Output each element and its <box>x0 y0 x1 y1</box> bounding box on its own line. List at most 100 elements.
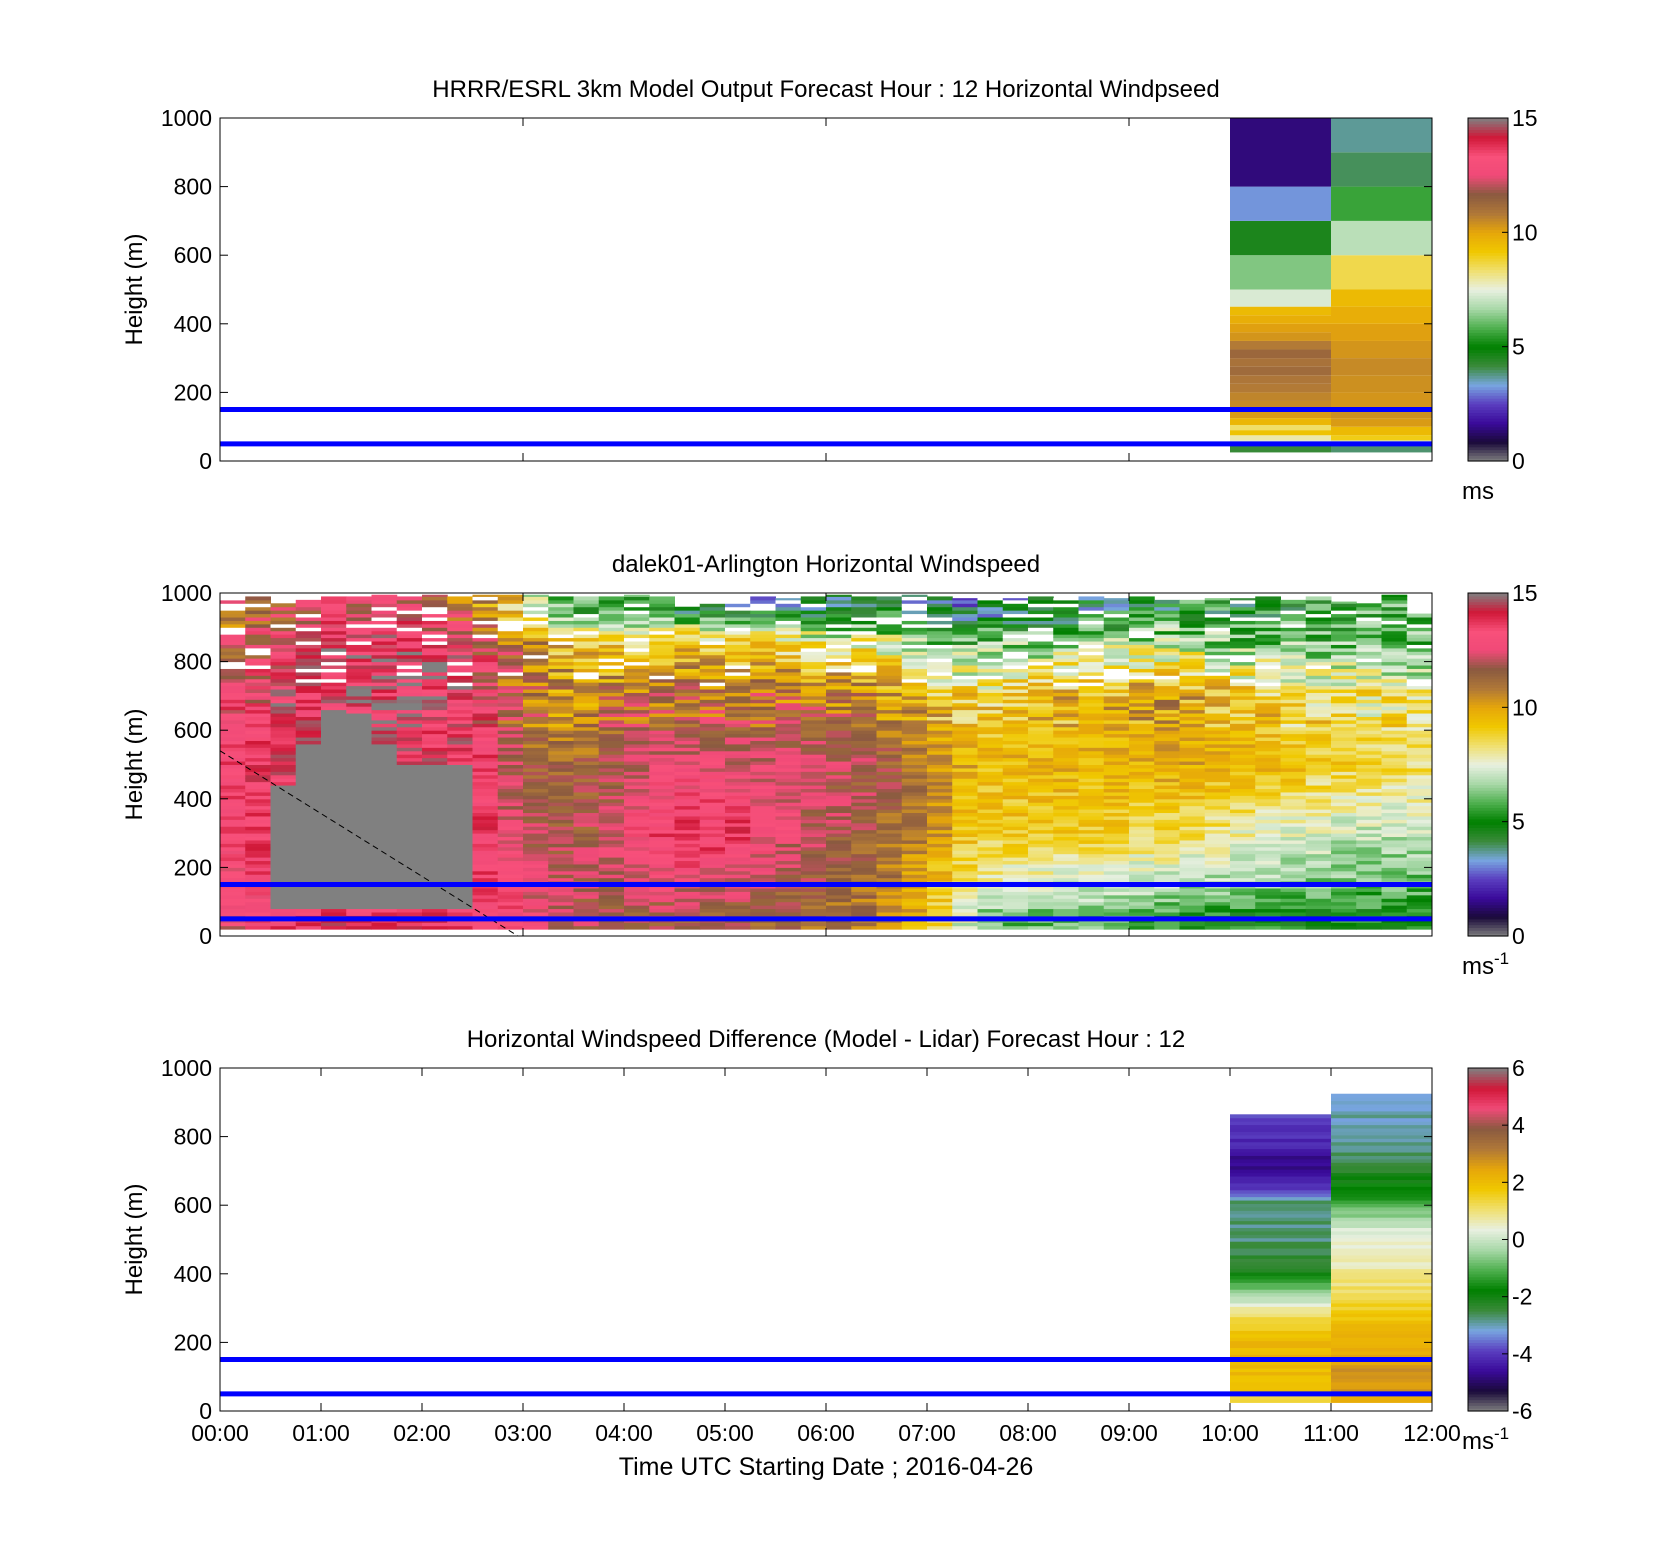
data-cell <box>295 767 322 772</box>
gap-cell <box>447 671 473 676</box>
colorbar-segment <box>1468 684 1508 688</box>
data-cell <box>1331 726 1357 731</box>
data-cell <box>270 843 297 848</box>
data-cell <box>1406 908 1432 913</box>
data-cell <box>1179 905 1206 910</box>
data-cell <box>1179 860 1206 865</box>
data-cell <box>1002 671 1029 676</box>
data-cell <box>371 719 398 724</box>
data-cell <box>1129 637 1155 642</box>
data-cell <box>1154 665 1180 669</box>
data-cell <box>750 898 776 903</box>
data-cell <box>826 798 852 803</box>
data-cell <box>901 819 928 824</box>
data-cell <box>497 654 524 659</box>
data-cell <box>321 599 347 604</box>
data-cell <box>952 761 978 765</box>
data-cell <box>472 668 499 673</box>
data-cell <box>1154 685 1180 690</box>
data-cell <box>321 809 347 814</box>
gap-cell <box>598 665 625 669</box>
data-cell <box>1280 802 1307 807</box>
data-cell <box>1053 764 1079 769</box>
gap-cell <box>321 651 347 656</box>
data-cell <box>497 812 524 817</box>
data-cell <box>1230 774 1256 779</box>
data-cell <box>927 771 953 776</box>
data-cell <box>775 857 802 862</box>
data-cell <box>1002 630 1029 635</box>
data-cell <box>1154 908 1180 913</box>
data-cell <box>1002 675 1029 680</box>
data-cell <box>548 925 574 930</box>
data-cell <box>901 809 928 814</box>
data-cell <box>624 905 650 910</box>
data-cell <box>952 795 978 800</box>
data-cell <box>1028 699 1054 704</box>
data-cell <box>321 726 347 731</box>
data-cell <box>1154 877 1180 882</box>
data-cell <box>1356 754 1382 759</box>
data-cell <box>826 802 852 807</box>
data-cell <box>1053 658 1079 663</box>
data-cell <box>699 764 726 769</box>
data-cell <box>1129 743 1155 748</box>
data-cell <box>1129 870 1155 875</box>
data-cell <box>952 716 978 721</box>
gap-cell <box>1154 675 1180 680</box>
data-cell <box>750 661 776 666</box>
data-cell <box>422 911 448 916</box>
data-cell <box>220 863 246 868</box>
gap-cell <box>1129 634 1155 639</box>
data-cell <box>674 771 701 776</box>
data-cell <box>775 802 802 807</box>
data-cell <box>826 908 852 913</box>
data-cell <box>1230 709 1256 714</box>
data-cell <box>346 740 372 745</box>
data-cell <box>800 836 827 841</box>
data-cell <box>321 730 347 735</box>
data-cell <box>321 733 347 738</box>
data-cell <box>346 754 372 759</box>
data-cell <box>1331 289 1432 307</box>
data-cell <box>270 668 297 673</box>
data-cell <box>1154 894 1180 899</box>
data-cell <box>800 863 827 868</box>
data-cell <box>371 610 398 615</box>
data-cell <box>901 726 928 731</box>
data-cell <box>952 709 978 714</box>
colorbar-segment <box>1468 232 1508 236</box>
data-cell <box>1028 675 1054 680</box>
data-cell <box>1053 843 1079 848</box>
data-cell <box>800 781 827 786</box>
data-cell <box>952 651 978 656</box>
data-cell <box>422 757 448 762</box>
data-cell <box>826 617 852 621</box>
data-cell <box>927 857 953 862</box>
data-cell <box>952 863 978 868</box>
data-cell <box>270 764 297 769</box>
data-cell <box>1002 791 1029 796</box>
data-cell <box>295 925 322 930</box>
colorbar-segment <box>1468 223 1508 228</box>
data-cell <box>725 802 751 807</box>
data-cell <box>775 750 802 755</box>
data-cell <box>1230 289 1331 307</box>
data-cell <box>1002 709 1029 714</box>
data-cell <box>598 857 625 862</box>
data-cell <box>952 826 978 831</box>
data-cell <box>422 613 448 618</box>
data-cell <box>1028 654 1054 659</box>
data-cell <box>321 634 347 639</box>
data-cell <box>800 675 827 680</box>
data-cell <box>220 702 246 707</box>
data-cell <box>851 637 877 642</box>
data-cell <box>1230 620 1256 625</box>
gap-cell <box>851 630 877 635</box>
data-cell <box>1204 730 1231 735</box>
data-cell <box>725 826 751 831</box>
data-cell <box>472 610 499 615</box>
data-cell <box>245 860 271 865</box>
data-cell <box>1305 767 1332 772</box>
